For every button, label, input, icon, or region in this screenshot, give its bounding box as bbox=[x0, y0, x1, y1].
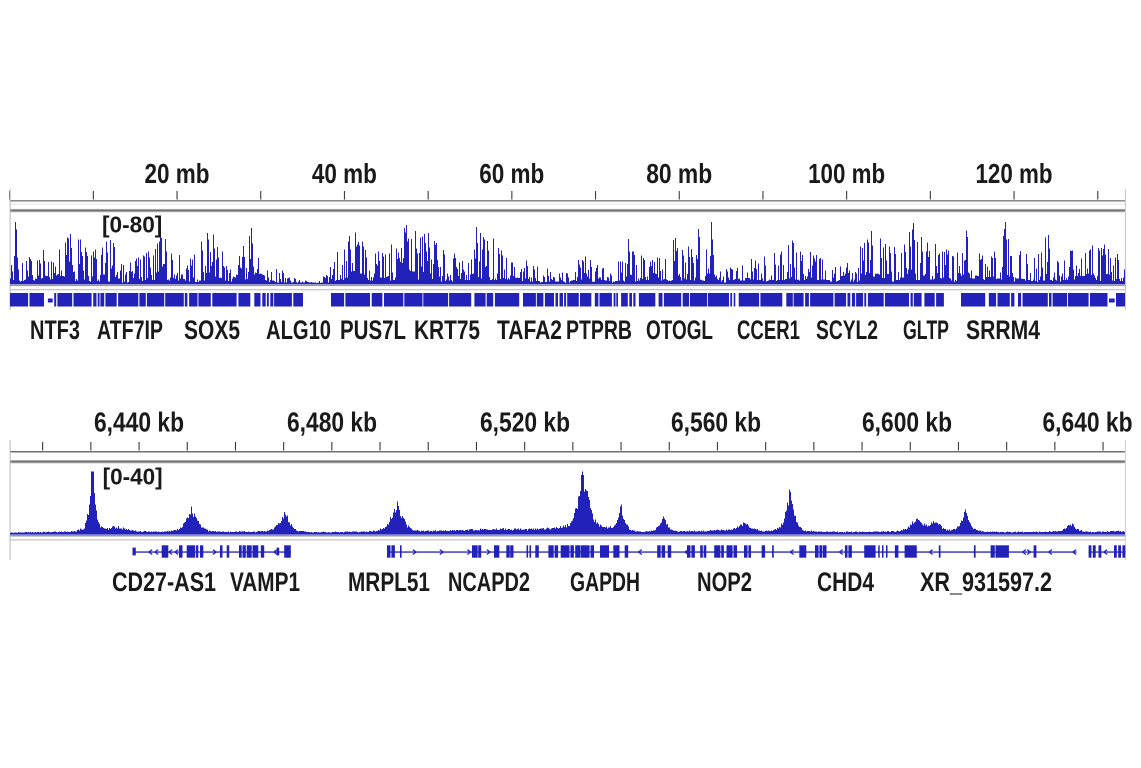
svg-text:GLTP: GLTP bbox=[903, 315, 949, 345]
svg-text:[0-80]: [0-80] bbox=[102, 211, 162, 237]
svg-text:PTPRB: PTPRB bbox=[566, 315, 632, 345]
svg-text:6,600 kb: 6,600 kb bbox=[862, 407, 952, 438]
svg-text:ATF7IP: ATF7IP bbox=[97, 315, 163, 345]
svg-text:6,560 kb: 6,560 kb bbox=[671, 407, 761, 438]
svg-text:VAMP1: VAMP1 bbox=[230, 567, 300, 597]
svg-text:ALG10: ALG10 bbox=[266, 315, 331, 345]
svg-text:80 mb: 80 mb bbox=[646, 158, 712, 189]
svg-text:6,640 kb: 6,640 kb bbox=[1043, 407, 1133, 438]
svg-text:[0-40]: [0-40] bbox=[103, 464, 163, 490]
svg-text:NTF3: NTF3 bbox=[30, 315, 80, 345]
svg-text:6,520 kb: 6,520 kb bbox=[480, 407, 570, 438]
svg-text:120 mb: 120 mb bbox=[976, 158, 1053, 189]
svg-text:6,480 kb: 6,480 kb bbox=[287, 407, 377, 438]
svg-text:20 mb: 20 mb bbox=[145, 158, 210, 189]
svg-text:6,440 kb: 6,440 kb bbox=[94, 407, 184, 438]
svg-text:XR_931597.2: XR_931597.2 bbox=[920, 567, 1052, 597]
svg-text:GAPDH: GAPDH bbox=[570, 567, 640, 597]
svg-text:MRPL51: MRPL51 bbox=[348, 567, 430, 597]
svg-text:NCAPD2: NCAPD2 bbox=[448, 567, 530, 597]
svg-text:60 mb: 60 mb bbox=[479, 158, 544, 189]
svg-text:SOX5: SOX5 bbox=[184, 315, 240, 345]
svg-text:SRRM4: SRRM4 bbox=[966, 315, 1040, 345]
svg-text:CCER1: CCER1 bbox=[737, 315, 800, 345]
svg-text:100 mb: 100 mb bbox=[808, 158, 885, 189]
svg-text:KRT75: KRT75 bbox=[414, 315, 480, 345]
svg-text:SCYL2: SCYL2 bbox=[816, 315, 878, 345]
svg-text:PUS7L: PUS7L bbox=[340, 315, 406, 345]
svg-text:CD27-AS1: CD27-AS1 bbox=[112, 567, 216, 597]
svg-text:TAFA2: TAFA2 bbox=[497, 315, 562, 345]
svg-text:CHD4: CHD4 bbox=[817, 567, 874, 597]
svg-text:40 mb: 40 mb bbox=[312, 158, 377, 189]
svg-text:NOP2: NOP2 bbox=[697, 567, 752, 597]
svg-text:OTOGL: OTOGL bbox=[646, 315, 713, 345]
